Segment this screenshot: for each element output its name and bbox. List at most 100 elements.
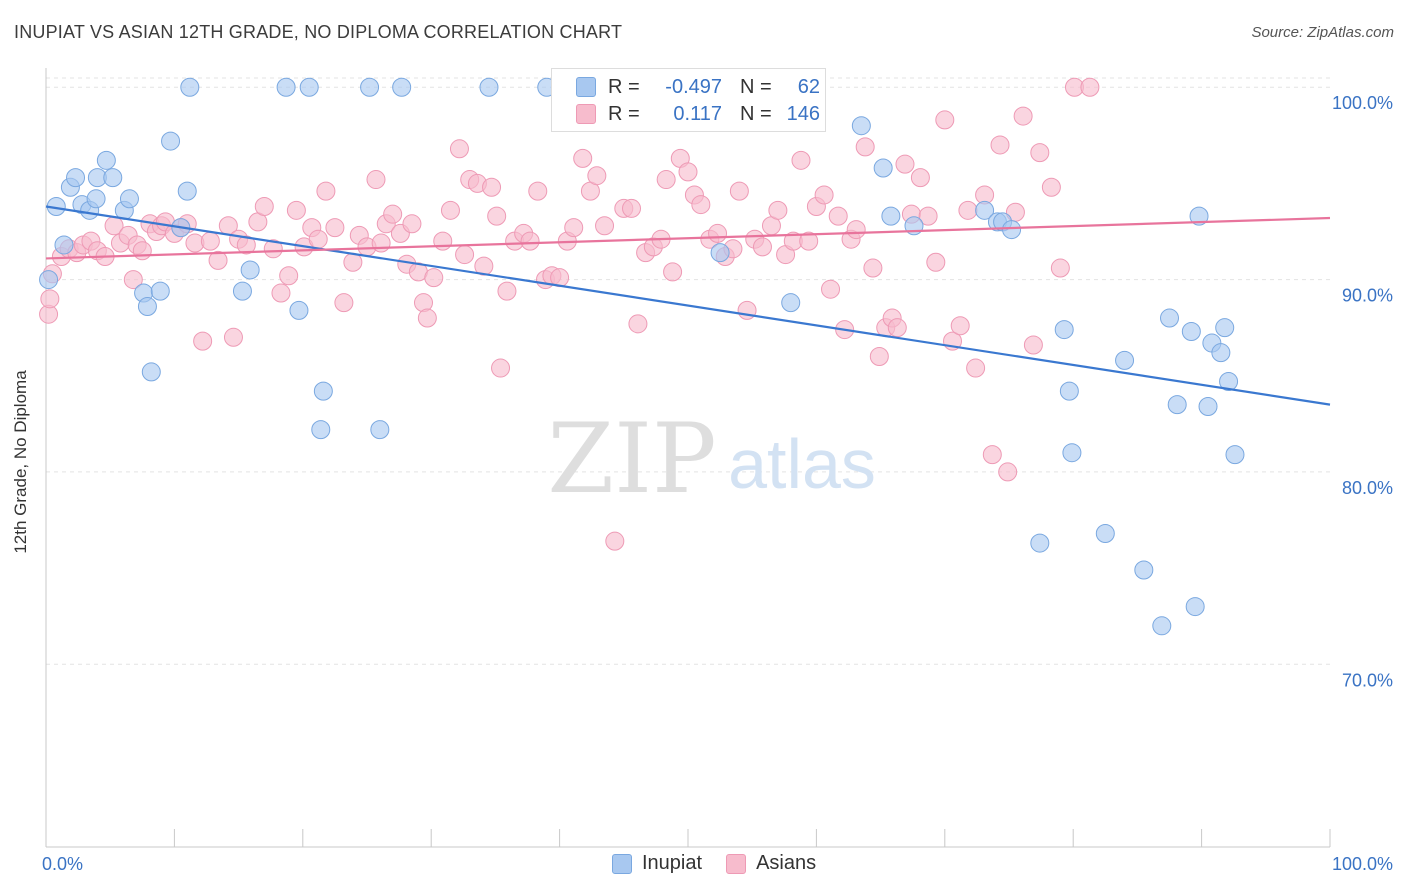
asians-point bbox=[343, 252, 363, 272]
asians-point bbox=[605, 531, 625, 551]
asians-point bbox=[308, 229, 328, 249]
asians-point bbox=[663, 262, 683, 282]
asians-point bbox=[587, 166, 607, 186]
asians-point bbox=[1041, 177, 1061, 197]
inupiat-point bbox=[150, 281, 170, 301]
asians-point bbox=[887, 318, 907, 338]
r-label: R = bbox=[608, 75, 640, 98]
asians-point bbox=[1080, 77, 1100, 97]
y-axis-label: 12th Grade, No Diploma bbox=[11, 370, 30, 554]
asians-point bbox=[236, 235, 256, 255]
inupiat-point bbox=[781, 293, 801, 313]
inupiat-point bbox=[1189, 206, 1209, 226]
inupiat-point bbox=[39, 270, 59, 290]
asians-point bbox=[950, 316, 970, 336]
inupiat-point bbox=[1215, 318, 1235, 338]
asians-point bbox=[271, 283, 291, 303]
legend-item-asians[interactable]: Asians bbox=[726, 852, 816, 875]
inupiat-point bbox=[1134, 560, 1154, 580]
inupiat-point bbox=[881, 206, 901, 226]
asians-point bbox=[334, 293, 354, 313]
inupiat-point bbox=[66, 168, 86, 188]
asians-point bbox=[573, 148, 593, 168]
inupiat-point bbox=[137, 297, 157, 317]
inupiat-points bbox=[39, 77, 1245, 636]
inupiat-swatch bbox=[576, 77, 596, 97]
inupiat-point bbox=[86, 189, 106, 209]
asians-point bbox=[132, 241, 152, 261]
watermark: ZIP atlas bbox=[547, 403, 876, 515]
inupiat-point bbox=[1160, 308, 1179, 328]
inupiat-point bbox=[103, 168, 123, 188]
asians-point bbox=[918, 206, 938, 226]
inupiat-point bbox=[1002, 220, 1022, 240]
asians-point bbox=[433, 231, 453, 251]
asians-point bbox=[123, 270, 143, 290]
inupiat-point bbox=[232, 281, 252, 301]
asians-trend-line bbox=[45, 216, 1331, 260]
asians-point bbox=[564, 218, 584, 238]
inupiat-point bbox=[313, 381, 333, 401]
trend-layer bbox=[45, 205, 1331, 406]
legend-label-asians: Asians bbox=[756, 852, 817, 874]
asians-point bbox=[449, 139, 469, 159]
asians-point bbox=[869, 347, 889, 367]
x-tick-label-min: 0.0% bbox=[42, 854, 83, 874]
inupiat-point bbox=[161, 131, 181, 151]
asians-point bbox=[656, 170, 676, 190]
asians-point bbox=[814, 185, 834, 205]
inupiat-point bbox=[299, 77, 319, 97]
asians-point bbox=[628, 314, 648, 334]
n-label: N = bbox=[740, 102, 772, 125]
n-value-inupiat: 62 bbox=[797, 75, 820, 98]
asians-point bbox=[263, 239, 283, 259]
y-tick-label: 80.0% bbox=[1342, 478, 1393, 498]
inupiat-point bbox=[96, 150, 116, 170]
n-value-asians: 146 bbox=[786, 102, 820, 125]
inupiat-point bbox=[479, 77, 499, 97]
inupiat-point bbox=[1059, 381, 1079, 401]
inupiat-point bbox=[1054, 320, 1074, 340]
asians-point bbox=[998, 462, 1018, 482]
inupiat-point bbox=[1167, 395, 1187, 415]
asians-point bbox=[383, 204, 403, 224]
asians-point bbox=[846, 220, 866, 240]
asians-point bbox=[895, 154, 915, 174]
asians-point bbox=[424, 268, 444, 288]
asians-point bbox=[1050, 258, 1070, 278]
inupiat-point bbox=[1095, 523, 1115, 543]
asians-point bbox=[691, 195, 711, 215]
inupiat-point bbox=[119, 189, 139, 209]
asians-point bbox=[855, 137, 875, 157]
r-value-asians: 0.117 bbox=[673, 102, 722, 125]
tick-labels: 100.0% 90.0% 80.0% 70.0% 0.0% 100.0% bbox=[42, 93, 1393, 874]
asians-point bbox=[863, 258, 883, 278]
inupiat-point bbox=[177, 181, 197, 201]
asians-point bbox=[528, 181, 548, 201]
inupiat-point bbox=[311, 420, 331, 440]
asians-point bbox=[799, 231, 819, 251]
legend-label-inupiat: Inupiat bbox=[642, 852, 703, 874]
asians-point bbox=[622, 198, 642, 218]
axis-layer bbox=[45, 68, 1331, 848]
asians-legend-swatch bbox=[726, 853, 747, 874]
asians-point bbox=[708, 223, 728, 243]
asians-point bbox=[821, 279, 841, 299]
asians-point bbox=[40, 289, 60, 309]
asians-swatch bbox=[576, 104, 596, 124]
asians-point bbox=[254, 196, 274, 216]
asians-point bbox=[990, 135, 1010, 155]
inupiat-point bbox=[276, 77, 296, 97]
stats-row-inupiat: R = -0.497 N = 62 bbox=[576, 75, 820, 99]
asians-point bbox=[966, 358, 986, 378]
asians-point bbox=[910, 168, 930, 188]
asians-point bbox=[926, 252, 946, 272]
asians-point bbox=[491, 358, 511, 378]
inupiat-point bbox=[180, 77, 200, 97]
y-tick-label: 100.0% bbox=[1332, 93, 1393, 113]
legend-item-inupiat[interactable]: Inupiat bbox=[612, 852, 702, 875]
inupiat-legend-swatch bbox=[612, 853, 632, 874]
stats-legend: R = -0.497 N = 62 R = 0.117 N = 146 bbox=[551, 68, 826, 132]
chart-title: INUPIAT VS ASIAN 12TH GRADE, NO DIPLOMA … bbox=[14, 22, 623, 42]
asians-point bbox=[982, 445, 1002, 465]
